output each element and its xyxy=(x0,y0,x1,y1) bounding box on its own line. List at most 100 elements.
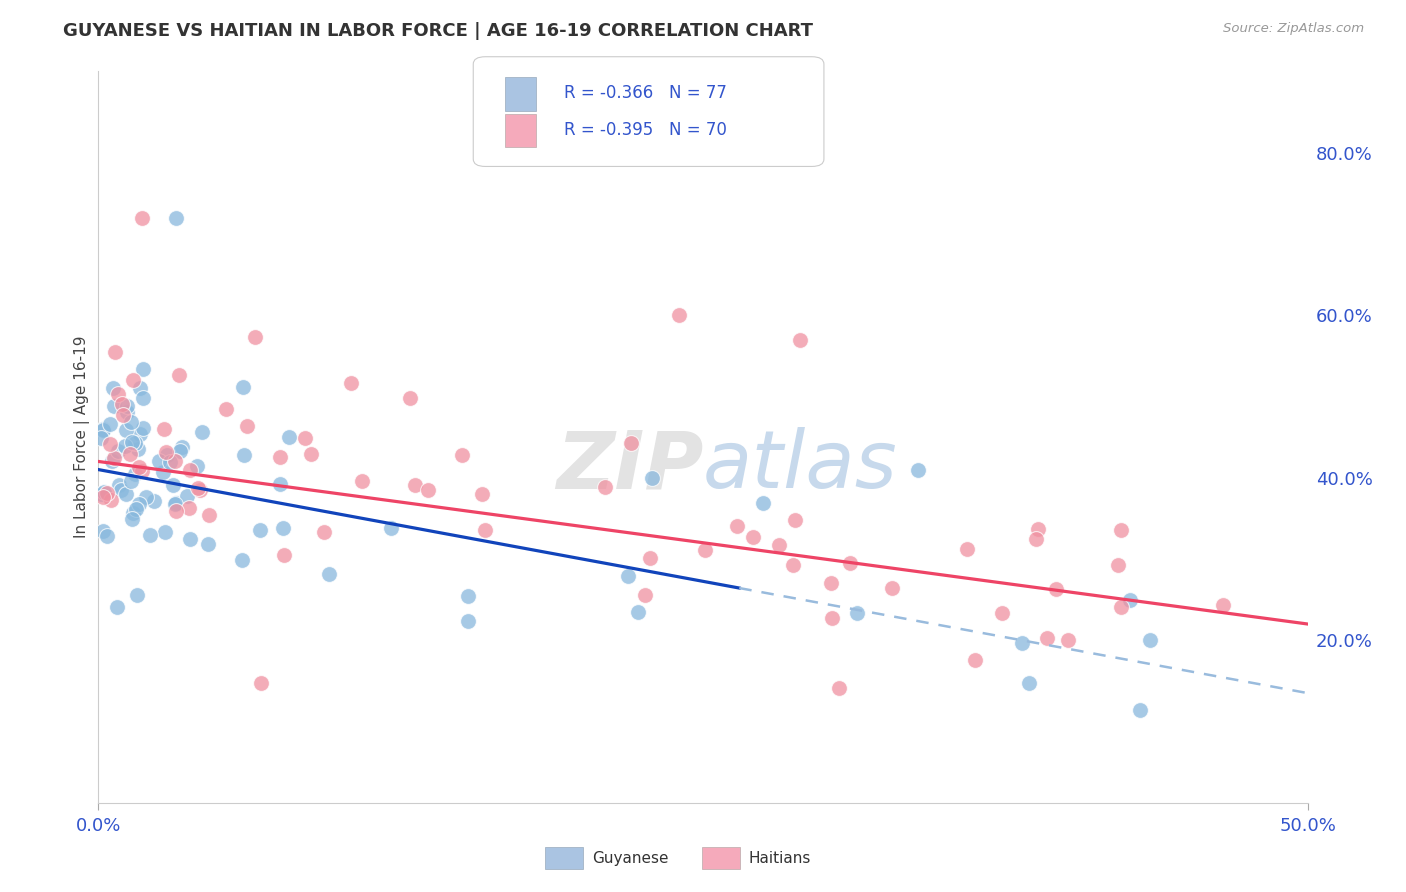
Point xyxy=(142,493,165,508)
FancyBboxPatch shape xyxy=(505,114,536,147)
Point xyxy=(114,439,136,453)
Point xyxy=(129,426,152,441)
Point xyxy=(122,373,145,387)
Point xyxy=(457,589,479,603)
Point xyxy=(121,512,143,526)
Point xyxy=(1036,631,1059,645)
Point xyxy=(91,423,114,437)
Text: GUYANESE VS HAITIAN IN LABOR FORCE | AGE 16-19 CORRELATION CHART: GUYANESE VS HAITIAN IN LABOR FORCE | AGE… xyxy=(63,22,813,40)
Point xyxy=(90,487,112,501)
Point xyxy=(101,454,124,468)
Point xyxy=(299,446,322,460)
Point xyxy=(270,450,292,465)
Point xyxy=(340,376,363,390)
Text: atlas: atlas xyxy=(703,427,898,506)
Point xyxy=(124,435,146,450)
Point xyxy=(785,513,807,527)
Point xyxy=(845,606,868,620)
Point xyxy=(120,475,142,489)
Point xyxy=(668,308,690,322)
Point xyxy=(399,392,422,406)
Point xyxy=(1107,558,1129,573)
Point xyxy=(117,405,139,419)
Point xyxy=(963,653,986,667)
Point xyxy=(198,508,221,522)
Point xyxy=(108,478,131,492)
Point xyxy=(131,211,153,225)
Point xyxy=(725,518,748,533)
Point xyxy=(1139,633,1161,648)
Point xyxy=(103,451,125,466)
Point xyxy=(695,543,717,558)
Point xyxy=(186,481,208,495)
Point xyxy=(155,445,177,459)
Point xyxy=(169,444,191,458)
Point xyxy=(474,524,496,538)
Point xyxy=(1212,598,1234,612)
Point xyxy=(1018,676,1040,690)
Point xyxy=(956,541,979,556)
Point xyxy=(752,496,775,510)
Point xyxy=(124,502,146,516)
Point xyxy=(1129,703,1152,717)
Point xyxy=(159,455,181,469)
Point xyxy=(620,436,643,450)
Point xyxy=(165,496,187,510)
FancyBboxPatch shape xyxy=(474,57,824,167)
Point xyxy=(124,467,146,482)
Point xyxy=(100,417,122,431)
Point xyxy=(132,391,155,405)
Point xyxy=(148,454,170,468)
Point xyxy=(627,605,650,619)
Point xyxy=(91,490,114,504)
Point xyxy=(121,434,143,449)
Point xyxy=(177,500,200,515)
Point xyxy=(821,611,844,625)
Point xyxy=(1025,532,1047,546)
Point xyxy=(593,480,616,494)
Point xyxy=(128,497,150,511)
Point xyxy=(828,681,851,696)
Point xyxy=(188,483,211,497)
Point xyxy=(128,460,150,475)
Point xyxy=(115,399,138,413)
Point xyxy=(273,548,295,562)
Point xyxy=(156,449,179,463)
Point xyxy=(820,576,842,591)
Point xyxy=(135,490,157,504)
Point xyxy=(96,486,118,500)
Point xyxy=(153,422,176,436)
Point xyxy=(103,399,125,413)
Point xyxy=(120,447,142,461)
Point xyxy=(155,525,177,540)
Point xyxy=(104,345,127,359)
Point xyxy=(120,415,142,429)
Point xyxy=(179,533,201,547)
Point xyxy=(457,614,479,628)
Point xyxy=(990,606,1012,620)
Point xyxy=(163,454,186,468)
Y-axis label: In Labor Force | Age 16-19: In Labor Force | Age 16-19 xyxy=(75,335,90,539)
Point xyxy=(132,420,155,434)
Point xyxy=(131,464,153,478)
Point xyxy=(232,448,254,462)
Point xyxy=(1026,522,1049,536)
Point xyxy=(882,581,904,595)
Point xyxy=(111,408,134,422)
Point xyxy=(93,485,115,500)
Point xyxy=(165,504,187,518)
Point xyxy=(269,477,291,491)
Point xyxy=(418,483,440,497)
Point xyxy=(100,493,122,508)
Point xyxy=(101,381,124,395)
Point xyxy=(641,471,664,485)
Point xyxy=(91,422,114,436)
Point xyxy=(232,380,254,394)
Point xyxy=(271,521,294,535)
Point xyxy=(278,430,301,444)
Point xyxy=(115,487,138,501)
Point xyxy=(380,521,402,535)
Point xyxy=(215,402,238,417)
Point xyxy=(789,333,811,347)
Point xyxy=(907,462,929,476)
